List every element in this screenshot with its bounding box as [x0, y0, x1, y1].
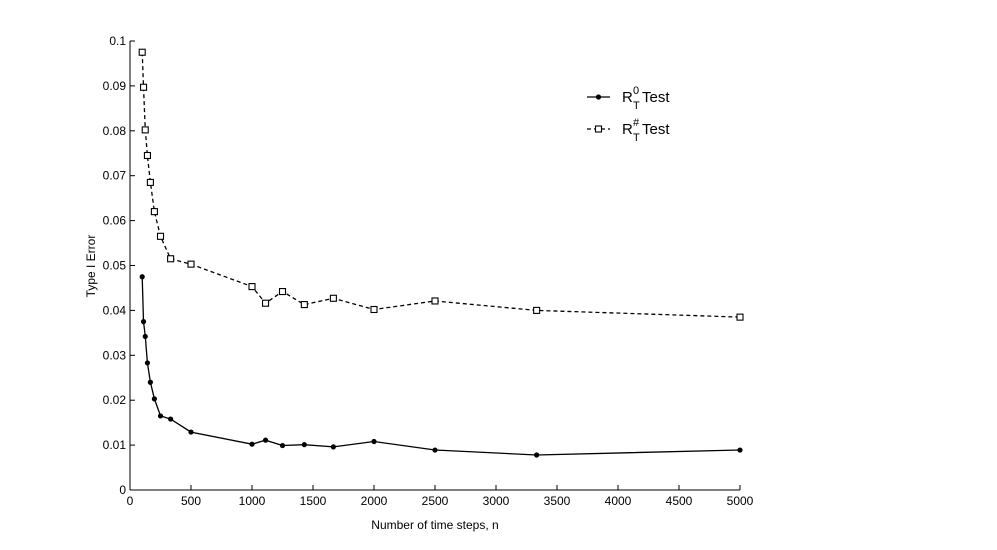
series-2-point [261, 299, 270, 307]
legend-label-suffix: Test [642, 89, 670, 106]
series-2-point [150, 208, 158, 216]
y-axis-title: Type I Error [84, 235, 98, 298]
series-layer [138, 48, 744, 458]
legend-label-sup: 0 [633, 85, 639, 97]
series-1-point [147, 379, 153, 385]
legend-label-sub: T [633, 132, 640, 144]
series-1-point [188, 429, 194, 435]
y-tick-label: 0.09 [103, 79, 127, 93]
series-2 [138, 48, 744, 321]
series-1-point [432, 447, 438, 453]
y-tick-label: 0.01 [103, 438, 127, 452]
series-2-point [141, 126, 149, 134]
x-tick-label: 2500 [422, 494, 449, 508]
series-1-point [534, 452, 540, 458]
y-tick-label: 0.08 [103, 124, 127, 138]
x-tick-label: 500 [181, 494, 201, 508]
legend-item-2: R # T Test [587, 117, 670, 144]
series-2-point [167, 255, 175, 263]
legend-label-base: R [622, 89, 633, 106]
series-2-point [187, 260, 195, 268]
series-1-point [262, 437, 269, 443]
x-tick-label: 4000 [605, 494, 632, 508]
series-1-point [371, 438, 377, 445]
x-tick-label: 1000 [239, 494, 266, 508]
x-tick-label: 4500 [666, 494, 693, 508]
x-tick-label: 3000 [483, 494, 510, 508]
legend-label-sub: T [633, 100, 640, 112]
y-tick-label: 0.04 [103, 303, 127, 317]
legend-item-1: R 0 T Test [587, 85, 670, 112]
series-2-point [736, 313, 744, 321]
y-tick-label: 0.07 [103, 169, 127, 183]
series-2-line [141, 52, 741, 318]
series-2-point [143, 151, 151, 160]
series-1-point [168, 416, 174, 422]
series-1-point [249, 441, 255, 447]
series-1-point [144, 360, 151, 366]
y-tick-label: 0.06 [103, 214, 127, 228]
series-2-point [431, 297, 439, 305]
series-2-point [533, 306, 541, 314]
y-tick-label: 0.03 [103, 348, 127, 362]
series-1-point [737, 447, 743, 453]
series-1-point [330, 444, 336, 450]
series-2-point [138, 48, 146, 56]
x-axis-title: Number of time steps, n [371, 518, 498, 532]
series-2-point [139, 83, 148, 91]
series-1-point [140, 319, 147, 325]
series-1-line [141, 276, 741, 456]
series-1-point [279, 442, 286, 449]
series-1-point [142, 333, 148, 340]
series-2-point [300, 301, 308, 309]
axes: 0 500 1000 1500 2000 2500 3000 3500 4000 4500 5000… [103, 34, 754, 508]
x-tick-label: 3500 [544, 494, 571, 508]
series-1 [139, 274, 743, 458]
series-2-point [156, 232, 165, 240]
series-1-point [301, 442, 307, 448]
y-tick-label: 0.1 [109, 34, 126, 48]
x-tick-label: 0 [127, 494, 134, 508]
y-tick-label: 0.02 [103, 393, 127, 407]
x-tick-label: 2000 [361, 494, 388, 508]
series-1-point [151, 396, 157, 402]
series-2-point [278, 287, 287, 296]
series-2-point [248, 283, 256, 291]
legend-label-sup: # [633, 117, 640, 129]
series-2-point [146, 178, 154, 186]
x-tick-label: 1500 [300, 494, 327, 508]
y-tick-label: 0 [119, 483, 126, 497]
series-2-point [370, 305, 378, 314]
series-1-point [139, 274, 145, 280]
legend-swatch-marker [594, 125, 603, 133]
legend-label-base: R [622, 121, 633, 138]
series-1-point [157, 413, 164, 419]
series-2-point [329, 294, 337, 302]
legend-swatch-marker [595, 94, 602, 100]
y-tick-label: 0.05 [103, 259, 127, 273]
x-tick-label: 5000 [727, 494, 754, 508]
legend-label-suffix: Test [642, 121, 670, 138]
